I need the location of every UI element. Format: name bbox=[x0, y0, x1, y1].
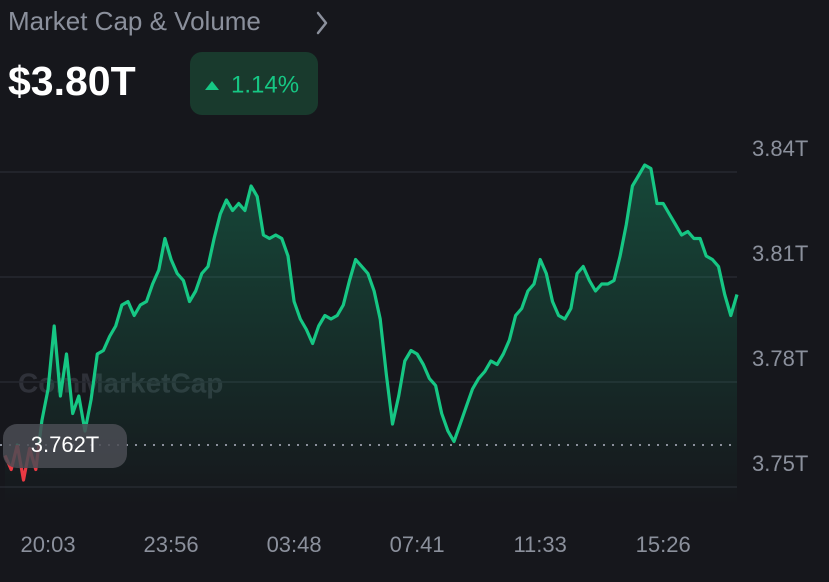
x-tick-label: 20:03 bbox=[21, 532, 76, 557]
change-text: 1.14% bbox=[231, 71, 299, 98]
x-tick-label: 11:33 bbox=[513, 532, 566, 557]
price-line bbox=[3, 163, 739, 482]
y-tick-label: 3.78T bbox=[752, 346, 808, 371]
y-tick-label: 3.81T bbox=[752, 241, 808, 266]
x-tick-label: 03:48 bbox=[267, 532, 322, 557]
y-tick-label: 3.75T bbox=[752, 451, 808, 476]
area-fill bbox=[5, 165, 737, 505]
up-triangle bbox=[205, 81, 219, 90]
plot-area: 3.84T 3.81T 3.78T 3.75T 20:03 23:56 03:48 07:41… bbox=[0, 136, 808, 557]
current-value: $3.80T bbox=[8, 58, 136, 104]
change-pill bbox=[190, 52, 318, 115]
x-tick-label: 23:56 bbox=[144, 532, 199, 557]
chevron-icon[interactable] bbox=[316, 11, 328, 35]
x-tick-label: 15:26 bbox=[636, 532, 691, 557]
chart-title[interactable]: Market Cap & Volume bbox=[8, 6, 261, 36]
reference-label-bg bbox=[3, 424, 127, 468]
x-tick-label: 07:41 bbox=[390, 532, 445, 557]
reference-label: 3.762T bbox=[31, 432, 100, 457]
y-tick-label: 3.84T bbox=[752, 136, 808, 161]
